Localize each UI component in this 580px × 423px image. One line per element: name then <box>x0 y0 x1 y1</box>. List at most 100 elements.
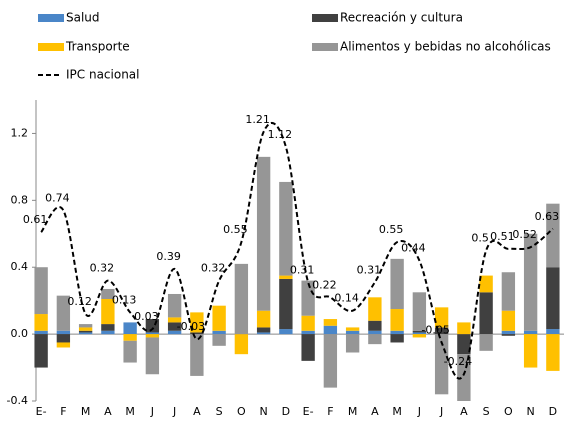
x-tick-label: N <box>527 405 535 418</box>
x-tick-label: D <box>282 405 290 418</box>
bar-segment <box>212 330 226 335</box>
bar-segment <box>212 334 226 346</box>
data-label: 0.12 <box>67 295 92 308</box>
data-label: -0.05 <box>421 323 449 336</box>
bar-segment <box>279 275 293 279</box>
y-tick-label: -0.4 <box>7 394 28 407</box>
bar-segment <box>145 332 160 335</box>
y-tick-label: 0.4 <box>11 260 29 273</box>
bar-segment <box>501 330 516 335</box>
data-label: 0.63 <box>535 210 560 223</box>
data-label: 1.21 <box>245 113 270 126</box>
legend-swatch <box>38 14 64 22</box>
x-tick-label: J <box>439 405 443 418</box>
x-tick-label: M <box>348 405 358 418</box>
bar-segment <box>412 330 427 333</box>
bar-segment <box>167 330 182 335</box>
x-tick-label: S <box>483 405 490 418</box>
data-label: 0.39 <box>156 250 181 263</box>
data-label: 0.22 <box>312 278 337 291</box>
data-label: 0.32 <box>201 262 226 275</box>
bar-segment <box>457 322 471 335</box>
data-label: 0.31 <box>290 263 315 276</box>
bar-segment <box>56 334 71 343</box>
bar-segment <box>234 263 249 335</box>
bar-segment <box>345 330 360 335</box>
legend: Salud Recreación y cultura Transporte Alime… <box>38 11 551 82</box>
bar-segment <box>279 278 293 330</box>
bar-segment <box>78 330 93 333</box>
bar-segment <box>34 334 48 368</box>
data-label: 0.5 <box>471 232 489 245</box>
data-label: 0.13 <box>112 293 137 306</box>
data-label: 0.51 <box>490 230 515 243</box>
bar-segment <box>256 332 271 335</box>
data-label: 0.55 <box>379 223 404 236</box>
bar-segment <box>434 307 449 328</box>
bar-segment <box>56 295 71 331</box>
bar-segment <box>78 324 93 328</box>
bar-segment <box>301 334 315 361</box>
bar-segment <box>501 334 516 336</box>
bar-segment <box>323 319 338 326</box>
bar-segment <box>167 322 182 331</box>
x-tick-label: M <box>392 405 402 418</box>
bar-segment <box>190 332 204 335</box>
bar-segment <box>323 325 338 335</box>
x-tick-label: J <box>150 405 154 418</box>
x-tick-label: J <box>417 405 421 418</box>
bar-segment <box>523 330 538 335</box>
x-tick-label: F <box>60 405 66 418</box>
x-tick-label: J <box>172 405 176 418</box>
legend-swatch <box>38 43 64 51</box>
data-label: 0.44 <box>401 242 426 255</box>
data-label: 1.12 <box>268 128 293 141</box>
bar-segment <box>390 334 404 343</box>
line-series <box>40 121 554 380</box>
x-tick-label: A <box>460 405 468 418</box>
legend-label: Recreación y cultura <box>340 11 463 25</box>
bar-segment <box>101 324 115 331</box>
x-tick-label: E- <box>303 405 314 418</box>
bar-segment <box>412 334 427 338</box>
x-tick-label: S <box>216 405 223 418</box>
bar-segment <box>457 334 471 355</box>
data-label: 0.32 <box>90 262 115 275</box>
bar-segment <box>256 310 271 328</box>
bar-segment <box>546 329 560 335</box>
bar-segment <box>145 337 160 375</box>
bar-segment <box>546 334 560 371</box>
bar-segment <box>390 258 404 310</box>
legend-swatch <box>312 14 338 22</box>
bar-segment <box>546 203 560 268</box>
bar-segment <box>101 288 115 299</box>
bar-segment <box>546 267 560 330</box>
bar-segment <box>368 297 382 321</box>
legend-label: IPC nacional <box>66 68 140 82</box>
bar-segment <box>523 233 538 331</box>
bar-segment <box>501 272 516 311</box>
data-label: 0.74 <box>45 191 70 204</box>
bar-segment <box>234 334 249 355</box>
bar-segment <box>479 334 493 351</box>
legend-label: Salud <box>66 11 100 25</box>
bar-segment <box>56 330 71 335</box>
bar-segment <box>123 322 137 335</box>
data-label: 0.14 <box>334 292 359 305</box>
data-label: 0.03 <box>134 310 159 323</box>
bar-segment <box>523 334 538 368</box>
data-label: -0.03 <box>177 320 205 333</box>
bar-segment <box>78 332 93 335</box>
bar-segment <box>323 334 338 388</box>
legend-label: Transporte <box>65 40 130 54</box>
x-tick-label: A <box>371 405 379 418</box>
bar-segment <box>167 317 182 323</box>
bar-segment <box>412 332 427 335</box>
bar-segment <box>390 309 404 331</box>
data-label: -0.24 <box>444 355 472 368</box>
bar-segment <box>123 340 137 363</box>
legend-label: Alimentos y bebidas no alcohólicas <box>340 40 551 54</box>
x-tick-label: M <box>125 405 135 418</box>
bar-segment <box>501 310 516 331</box>
